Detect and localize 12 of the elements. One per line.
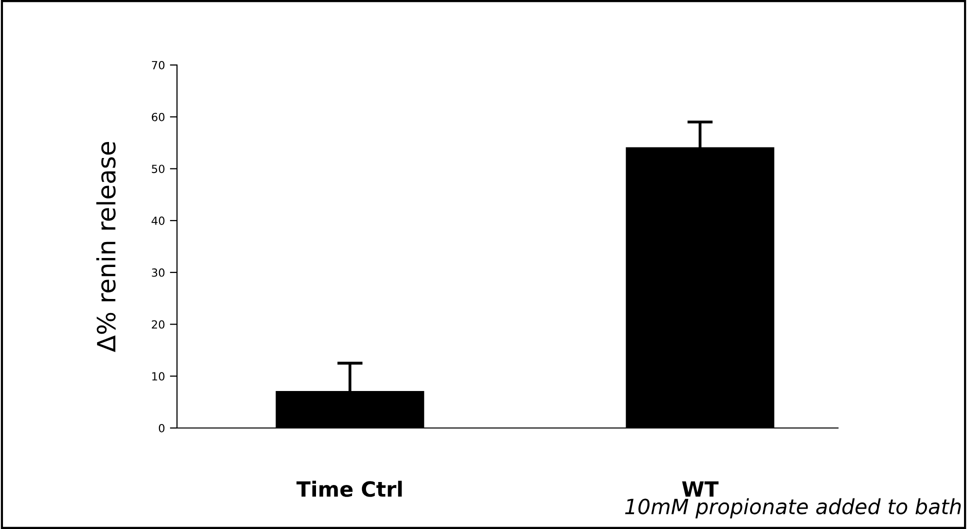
y-tick-label: 10 — [152, 372, 164, 381]
y-tick-label: 50 — [152, 164, 164, 174]
y-axis-title: Δ% renin release — [96, 142, 116, 352]
x-tick-label: Time Ctrl — [296, 480, 402, 497]
x-tick-label: WT — [682, 481, 719, 497]
y-tick-label: 20 — [152, 320, 164, 329]
y-tick-label: 40 — [152, 216, 164, 225]
text: 10mM propionate added to bath — [625, 498, 961, 518]
y-tick-label: 30 — [152, 268, 164, 277]
y-tick-label: 70 — [152, 60, 164, 70]
y-tick-label: 60 — [152, 112, 164, 122]
y-tick-label: 0 — [158, 424, 164, 432]
